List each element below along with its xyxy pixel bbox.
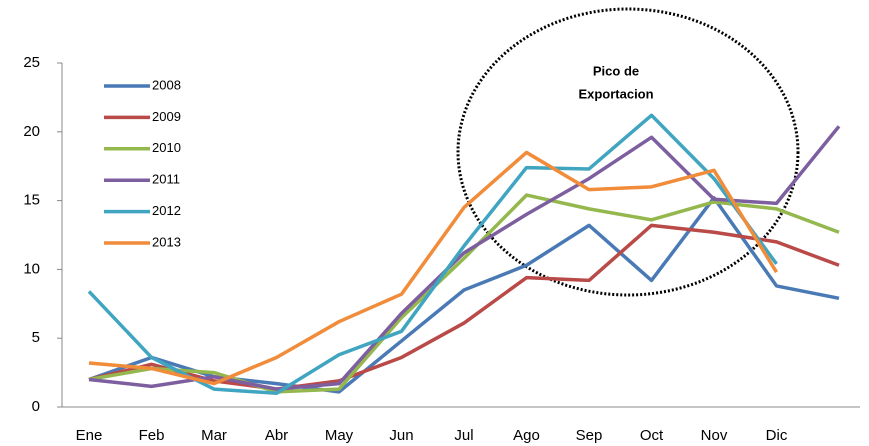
y-tick-label: 0 <box>32 398 40 415</box>
legend-label: 2013 <box>152 234 181 249</box>
series-line <box>88 193 840 394</box>
series-line <box>88 196 840 394</box>
y-tick-label: 20 <box>23 123 40 140</box>
series-line <box>88 125 841 391</box>
legend-label: 2011 <box>152 172 180 187</box>
annotation-ellipse <box>456 7 800 297</box>
x-tick-label: Ene <box>76 427 103 444</box>
x-tick-label: Abr <box>265 427 288 444</box>
annotation: Exportacion <box>578 86 653 101</box>
x-tick-label: Sep <box>576 427 603 444</box>
x-tick-label: Oct <box>640 427 664 444</box>
x-tick-label: Jun <box>389 427 413 444</box>
legend-label: 2009 <box>152 109 181 124</box>
x-tick-label: Jul <box>454 427 473 444</box>
x-tick-label: Feb <box>139 427 165 444</box>
x-tick-label: Dic <box>766 427 788 444</box>
annotation: Pico de <box>593 63 639 78</box>
x-tick-label: May <box>325 427 354 444</box>
x-tick-label: Mar <box>201 427 227 444</box>
series-line <box>88 150 778 386</box>
legend-label: 2010 <box>152 140 181 155</box>
legend-label: 2012 <box>152 203 181 218</box>
series-line <box>87 113 778 395</box>
x-tick-label: Ago <box>513 427 540 444</box>
y-tick-label: 10 <box>23 260 40 277</box>
legend-label: 2008 <box>152 77 181 92</box>
y-tick-label: 15 <box>23 192 40 209</box>
x-tick-label: Nov <box>701 427 728 444</box>
y-tick-label: 25 <box>23 54 40 71</box>
series-line <box>88 223 840 391</box>
y-tick-label: 5 <box>32 329 40 346</box>
